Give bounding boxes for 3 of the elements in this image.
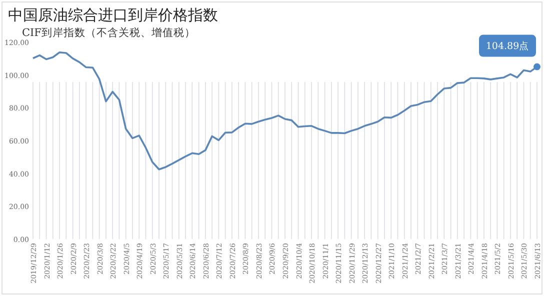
- chart-subtitle: CIF到岸指数（不含关税、增值税）: [22, 26, 196, 39]
- chart-title: 中国原油综合进口到岸价格指数: [8, 6, 218, 24]
- annotation: 104.89点: [486, 40, 530, 52]
